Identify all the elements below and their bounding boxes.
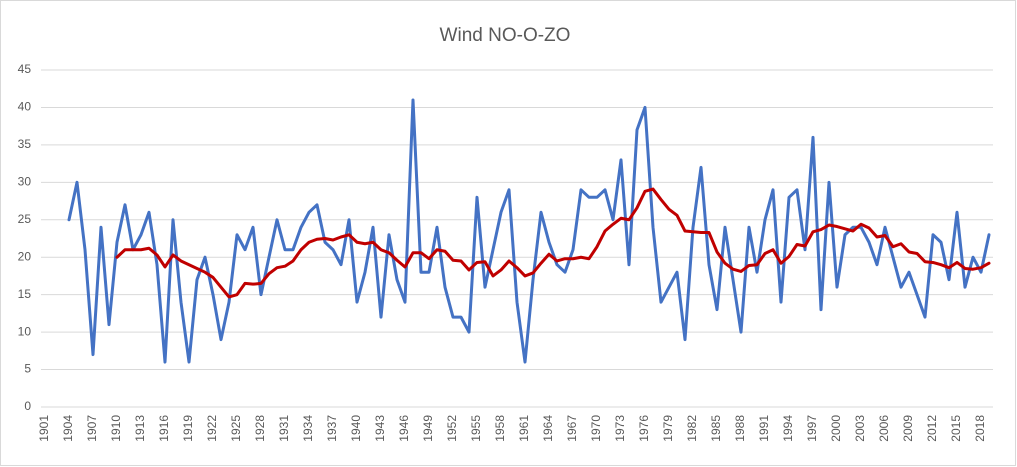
y-tick-label: 30	[18, 175, 32, 189]
x-tick-label: 2000	[829, 415, 843, 442]
data-line	[67, 98, 991, 364]
data-line	[115, 187, 991, 299]
x-tick-label: 1994	[781, 415, 795, 442]
x-tick-label: 1979	[661, 415, 675, 442]
x-tick-label: 1955	[469, 415, 483, 442]
x-tick-label: 1937	[325, 415, 339, 442]
x-tick-label: 1940	[349, 415, 363, 442]
y-tick-label: 10	[18, 324, 32, 338]
chart-title: Wind NO-O-ZO	[440, 25, 571, 46]
y-tick-label: 25	[18, 212, 32, 226]
x-tick-label: 1964	[541, 415, 555, 442]
y-tick-label: 40	[18, 100, 32, 114]
x-tick-label: 2015	[949, 415, 963, 442]
x-tick-label: 1943	[373, 415, 387, 442]
x-tick-label: 2009	[901, 415, 915, 442]
x-tick-label: 1997	[805, 415, 819, 442]
x-tick-label: 1967	[565, 415, 579, 442]
x-tick-label: 2006	[877, 415, 891, 442]
x-tick-label: 1916	[157, 415, 171, 442]
x-tick-label: 1922	[205, 415, 219, 442]
x-tick-label: 1991	[757, 415, 771, 442]
x-tick-label: 1976	[637, 415, 651, 442]
x-tick-label: 1919	[181, 415, 195, 442]
x-tick-label: 1910	[109, 415, 123, 442]
x-tick-label: 1907	[85, 415, 99, 442]
x-tick-label: 1985	[709, 415, 723, 442]
x-tick-label: 1946	[397, 415, 411, 442]
x-tick-label: 1988	[733, 415, 747, 442]
y-tick-label: 0	[24, 399, 31, 413]
y-tick-label: 35	[18, 137, 32, 151]
x-tick-label: 2003	[853, 415, 867, 442]
y-tick-label: 5	[24, 362, 31, 376]
x-tick-label: 1928	[253, 415, 267, 442]
x-tick-label: 1901	[37, 415, 51, 442]
x-tick-label: 1958	[493, 415, 507, 442]
y-tick-label: 45	[18, 62, 32, 76]
x-tick-label: 1952	[445, 415, 459, 442]
x-tick-label: 2018	[973, 415, 987, 442]
x-tick-label: 1934	[301, 415, 315, 442]
x-tick-label: 1931	[277, 415, 291, 442]
y-tick-label: 15	[18, 287, 32, 301]
x-tick-label: 2012	[925, 415, 939, 442]
x-tick-label: 1973	[613, 415, 627, 442]
x-tick-label: 1949	[421, 415, 435, 442]
x-tick-label: 1970	[589, 415, 603, 442]
x-tick-label: 1982	[685, 415, 699, 442]
x-tick-label: 1961	[517, 415, 531, 442]
y-tick-label: 20	[18, 249, 32, 263]
x-tick-label: 1904	[61, 415, 75, 442]
x-tick-label: 1913	[133, 415, 147, 442]
x-tick-label: 1925	[229, 415, 243, 442]
